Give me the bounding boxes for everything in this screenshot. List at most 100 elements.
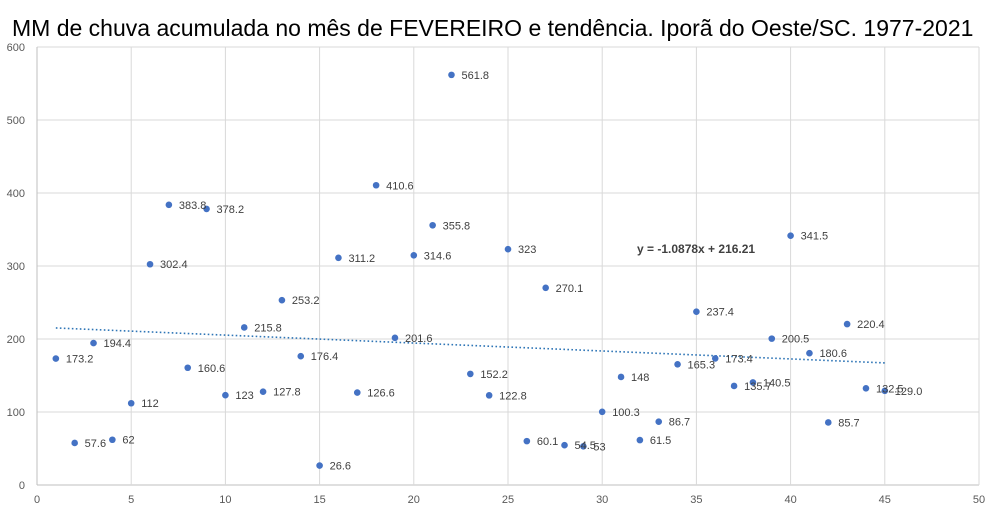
data-label: 132.5 [876,383,904,395]
data-label: 123 [235,390,253,402]
y-tick-label: 100 [7,407,25,419]
data-label: 135.7 [744,381,772,393]
data-label: 200.5 [782,334,810,346]
x-tick-label: 15 [313,494,325,506]
x-tick-label: 25 [502,494,514,506]
data-label: 61.5 [650,435,671,447]
data-point [391,334,399,342]
data-label: 129.0 [895,386,923,398]
y-tick-label: 600 [7,42,25,54]
data-point [787,232,794,240]
data-label: 237.4 [706,307,734,319]
data-point [598,408,606,416]
data-label: 122.8 [499,390,527,402]
data-point [353,389,361,396]
data-label: 86.7 [669,417,690,429]
data-label: 194.4 [104,338,132,350]
data-label: 127.8 [273,387,301,399]
data-point [52,355,60,362]
data-label: 302.4 [160,259,188,271]
data-point [335,254,342,262]
data-point [862,384,870,392]
data-point [410,252,418,259]
data-label: 160.6 [198,363,226,375]
x-tick-label: 20 [408,494,420,506]
data-point [504,245,512,253]
y-tick-label: 200 [7,334,25,346]
data-point [580,443,587,450]
data-point [824,419,832,426]
data-label: 152.2 [480,369,508,381]
data-point [184,364,192,372]
data-point [222,391,229,399]
data-label: 215.8 [254,322,282,334]
data-label: 410.6 [386,180,414,192]
data-label: 201.6 [405,333,433,345]
data-point [693,308,700,315]
x-tick-label: 50 [973,494,985,506]
data-point [316,462,323,469]
data-point [843,320,851,328]
trendline-layer [55,327,885,364]
data-point [259,388,267,396]
points-layer [52,71,889,469]
y-tick-label: 0 [19,480,25,492]
data-point [730,382,738,390]
data-point [881,387,889,395]
data-point [674,361,681,368]
data-label: 112 [141,398,159,410]
data-label: 173.4 [725,353,753,365]
data-label: 355.8 [443,220,471,232]
data-point [165,201,173,209]
data-label: 26.6 [330,461,351,473]
data-point [749,379,757,386]
data-point [542,284,549,292]
data-label: 140.5 [763,377,791,389]
data-point [372,181,380,189]
data-label: 54.5 [575,440,596,452]
data-point [203,205,210,213]
data-label: 53 [593,441,605,453]
data-label: 378.2 [217,204,245,216]
data-label: 341.5 [801,231,829,243]
data-point [711,355,719,362]
data-label: 62 [122,435,134,447]
data-point [655,418,663,426]
data-point [278,296,286,304]
trendline-equation: y = -1.0878x + 216.21 [637,242,755,256]
x-tick-label: 35 [690,494,702,506]
data-label: 60.1 [537,436,558,448]
data-point [768,335,776,342]
x-tick-label: 0 [34,494,40,506]
data-label: 126.6 [367,388,395,400]
data-point [467,370,474,378]
data-label: 100.3 [612,407,640,419]
data-label: 220.4 [857,319,885,331]
x-tick-label: 45 [879,494,891,506]
data-point [146,260,154,268]
data-point [448,71,455,79]
data-label: 173.2 [66,354,94,366]
data-point [240,324,248,331]
x-tick-label: 30 [596,494,608,506]
data-label: 311.2 [348,253,375,265]
data-labels-layer: 173.2 57.6 194.4 62 112 302.4 383.8 160.6 378.2 1… [66,70,922,473]
data-label: 85.7 [838,417,859,429]
data-point [636,436,644,444]
data-point [297,352,305,360]
linear-trendline [55,327,885,364]
chart-title: MM de chuva acumulada no mês de FEVEREIR… [12,15,973,41]
data-label: 57.6 [85,438,106,450]
data-point [109,436,116,444]
data-label: 176.4 [311,351,339,363]
y-tick-label: 400 [7,188,25,200]
x-tick-label: 5 [128,494,134,506]
x-tick-label: 40 [784,494,796,506]
y-tick-label: 300 [7,261,25,273]
data-label: 323 [518,244,536,256]
x-tick-label: 10 [219,494,231,506]
data-point [806,349,813,357]
tick-labels-layer: 0 100 200 300 400 500 600 0 5 10 15 20 25 30 35 40 45 50 [7,42,985,506]
